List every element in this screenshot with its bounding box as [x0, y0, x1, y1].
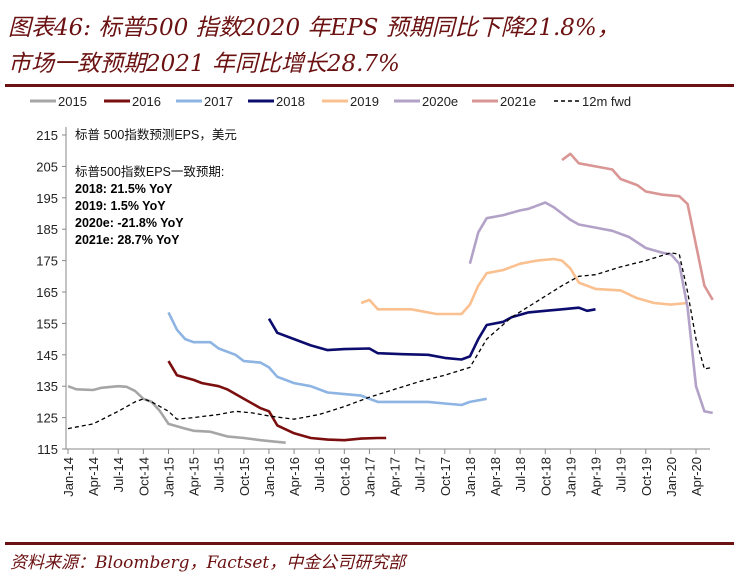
legend-label: 2018 [276, 94, 305, 109]
x-tick-label: Oct-17 [438, 457, 453, 496]
x-tick-label: Jan-18 [463, 457, 478, 497]
legend-label: 2020e [422, 94, 458, 109]
x-tick-label: Apr-19 [589, 457, 604, 496]
legend: 2015 2016 2017 2018 2019 2020e 2021e 12m fwd [30, 94, 631, 109]
x-tick-label: Apr-14 [86, 457, 101, 496]
x-tick-label: Apr-17 [388, 457, 403, 496]
series-lines [67, 152, 714, 444]
unit-note: 标普 500指数预测EPS，美元 [75, 127, 237, 142]
x-tick-label: Oct-14 [136, 457, 151, 496]
x-tick-label: Oct-15 [237, 457, 252, 496]
x-tick-label: Jan-14 [61, 457, 76, 497]
y-tick-label: 115 [37, 442, 58, 457]
y-tick-label: 155 [36, 316, 58, 331]
y-tick-label: 185 [36, 222, 58, 237]
y-tick-label: 145 [36, 348, 58, 363]
y-tick-label: 215 [36, 128, 58, 143]
y-tick-label: 125 [36, 411, 58, 426]
series-line-2015 [67, 384, 286, 444]
x-tick-label: Jan-15 [161, 457, 176, 497]
series-line-2020e [468, 201, 713, 415]
annotation-block: 标普 500指数预测EPS，美元 标普500指数EPS一致预期: 2018: 2… [75, 127, 237, 247]
series-line-12m-fwd [67, 252, 713, 430]
x-tick-label: Jan-19 [563, 457, 578, 497]
series-line-2016 [167, 360, 387, 442]
y-tick-label: 175 [36, 254, 58, 269]
consensus-heading: 标普500指数EPS一致预期: [75, 164, 224, 179]
x-tick-label: Jul-16 [312, 457, 327, 492]
x-tick-label: Jul-14 [111, 457, 126, 492]
series-line-2017 [167, 311, 487, 407]
x-tick-label: Oct-18 [538, 457, 553, 496]
x-tick-label: Apr-20 [689, 457, 704, 496]
chart-title-line1: 图表46: 标普500 指数2020 年EPS 预期同比下降21.8%， [8, 15, 620, 41]
legend-label: 12m fwd [582, 94, 631, 109]
yoy-2020e: 2020e: -21.8% YoY [75, 216, 184, 230]
x-tick-label: Jul-15 [212, 457, 227, 492]
series-line-2019 [360, 257, 688, 316]
x-tick-label: Apr-15 [187, 457, 202, 496]
top-divider [5, 84, 734, 87]
y-tick-label: 165 [36, 285, 58, 300]
x-tick-label: Jul-18 [513, 457, 528, 492]
yoy-2021e: 2021e: 28.7% YoY [75, 233, 180, 247]
yoy-2018: 2018: 21.5% YoY [75, 182, 173, 196]
x-tick-label: Apr-16 [287, 457, 302, 496]
y-tick-label: 135 [36, 379, 58, 394]
x-tick-label: Jul-19 [614, 457, 629, 492]
axes: 115 125 135 145 155 165 175 185 195 205 215 Jan-14 A… [36, 127, 710, 497]
x-tick-label: Oct-16 [337, 457, 352, 496]
yoy-2019: 2019: 1.5% YoY [75, 199, 166, 213]
x-tick-label: Jan-16 [262, 457, 277, 497]
x-tick-label: Jul-17 [413, 457, 428, 492]
legend-label: 2016 [132, 94, 161, 109]
legend-label: 2019 [350, 94, 379, 109]
x-tick-label: Jan-20 [664, 457, 679, 497]
legend-label: 2021e [500, 94, 536, 109]
source-note: 资料来源：Bloomberg，Factset，中金公司研究部 [10, 553, 406, 573]
y-tick-label: 195 [36, 191, 58, 206]
chart-title-line2: 市场一致预期2021 年同比增长28.7% [8, 51, 400, 77]
legend-label: 2015 [58, 94, 87, 109]
x-tick-label: Apr-18 [488, 457, 503, 496]
series-line-2018 [267, 306, 596, 361]
y-tick-label: 205 [36, 159, 58, 174]
series-line-2021e [561, 152, 714, 301]
bottom-divider [5, 542, 734, 545]
x-tick-label: Jan-17 [362, 457, 377, 497]
x-tick-label: Oct-19 [639, 457, 654, 496]
legend-label: 2017 [204, 94, 233, 109]
